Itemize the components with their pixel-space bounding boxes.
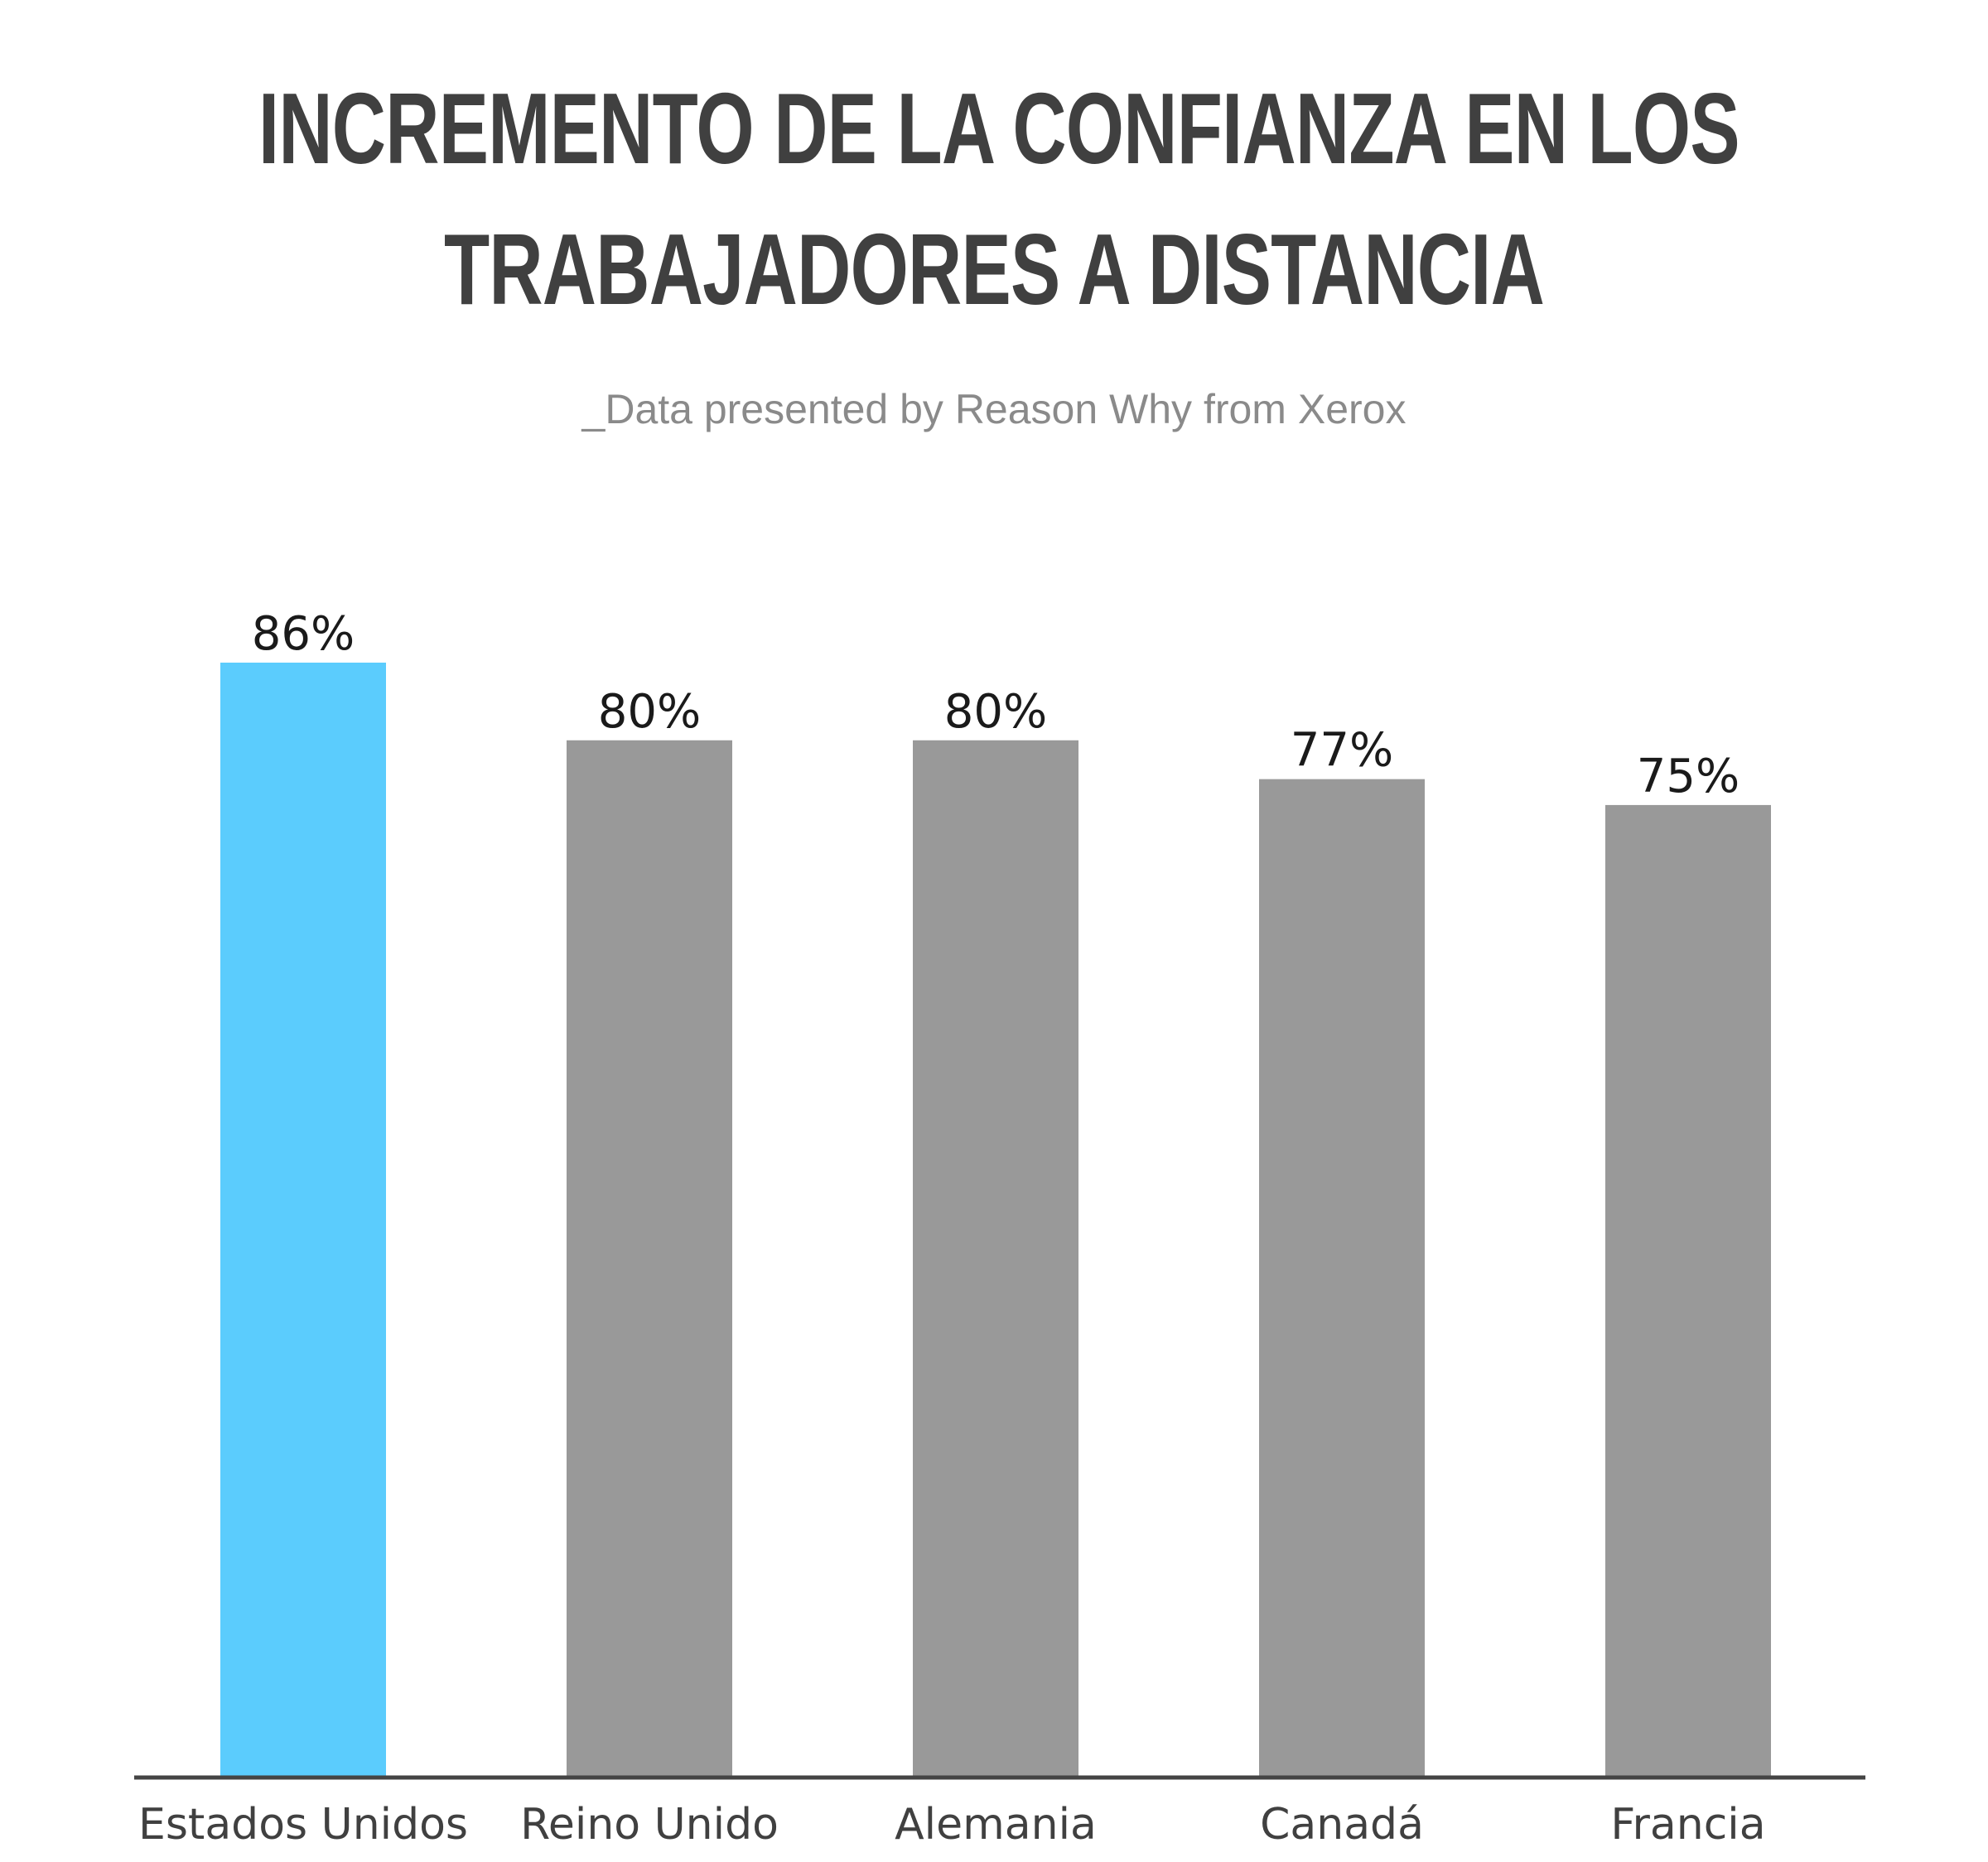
value-label-4: 75% xyxy=(1637,750,1740,803)
category-label-2: Alemania xyxy=(895,1800,1097,1850)
bar-2 xyxy=(913,740,1078,1776)
bars-group xyxy=(220,663,1771,1777)
category-labels-group: Estados Unidos Reino Unido Alemania Canadá F… xyxy=(138,1800,1766,1850)
category-label-4: Francia xyxy=(1610,1800,1765,1850)
category-label-1: Reino Unido xyxy=(520,1800,779,1850)
bar-4 xyxy=(1605,804,1771,1776)
chart-subtitle: _Data presented by Reason Why from Xerox xyxy=(581,386,1407,432)
category-label-0: Estados Unidos xyxy=(138,1800,468,1850)
value-labels-group: 86% 80% 80% 77% 75% xyxy=(252,607,1740,803)
category-label-3: Canadá xyxy=(1260,1800,1424,1850)
value-label-0: 86% xyxy=(252,607,355,661)
chart-title-line-2: TRABAJADORES A DISTANCIA xyxy=(443,213,1545,326)
chart-title: INCREMENTO DE LA CONFIANZA EN LOS TRABAJ… xyxy=(258,58,1740,340)
value-label-3: 77% xyxy=(1291,724,1393,778)
value-label-2: 80% xyxy=(944,685,1047,739)
bar-0 xyxy=(220,663,386,1776)
chart-title-line-1: INCREMENTO DE LA CONFIANZA EN LOS xyxy=(258,72,1740,185)
bar-1 xyxy=(567,740,732,1776)
bar-3 xyxy=(1259,779,1425,1777)
value-label-1: 80% xyxy=(598,685,701,739)
